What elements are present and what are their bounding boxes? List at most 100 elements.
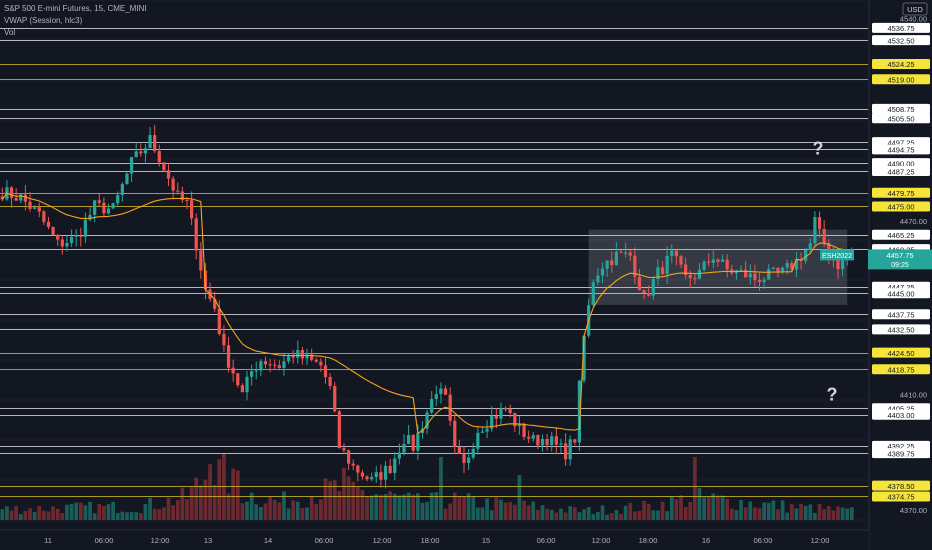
candle-body xyxy=(93,200,97,215)
candle xyxy=(485,419,489,439)
volume-bar xyxy=(476,507,480,520)
candle-body xyxy=(23,194,28,202)
candle xyxy=(19,193,23,204)
candle xyxy=(217,300,221,336)
candle-body xyxy=(840,259,845,270)
candle-body xyxy=(757,279,762,283)
level-tag xyxy=(872,59,930,70)
candle-body xyxy=(199,250,203,271)
candle xyxy=(494,408,498,429)
volume-bar xyxy=(508,501,513,520)
candle xyxy=(656,259,660,286)
candle-body xyxy=(157,151,161,163)
candle-body xyxy=(453,420,457,447)
candle xyxy=(254,361,258,380)
currency-selector[interactable]: USD xyxy=(902,2,928,16)
candle xyxy=(79,227,83,247)
candle xyxy=(125,172,129,185)
candle-body xyxy=(707,261,711,263)
level-tag xyxy=(872,229,930,240)
volume-bar xyxy=(674,499,679,520)
candle-body xyxy=(836,257,840,270)
volume-bar xyxy=(706,496,711,520)
volume-bar xyxy=(18,514,23,520)
candle-body xyxy=(522,423,526,437)
candle-body xyxy=(434,393,438,399)
candle-body xyxy=(790,263,794,270)
volume-bar xyxy=(295,501,300,520)
volume-bar xyxy=(614,509,619,520)
volume-bar xyxy=(194,477,199,520)
candle-body xyxy=(711,259,715,263)
level-tag xyxy=(872,22,930,33)
candle-body xyxy=(582,335,586,381)
candle xyxy=(633,247,637,285)
level-tag-label: 4405.25 xyxy=(887,404,914,413)
candle xyxy=(771,266,775,270)
candle xyxy=(665,246,669,285)
level-tag-label: 4505.50 xyxy=(887,114,914,123)
candle xyxy=(822,220,826,248)
candle xyxy=(333,381,337,413)
candle xyxy=(153,125,157,154)
candle xyxy=(139,143,143,157)
candle xyxy=(245,370,249,401)
candle xyxy=(134,142,138,158)
volume-bar xyxy=(129,511,134,520)
candle xyxy=(476,426,480,455)
candle-body xyxy=(527,436,531,439)
candle-body xyxy=(365,476,369,480)
level-tag xyxy=(872,448,930,459)
candle xyxy=(291,350,295,364)
candle xyxy=(448,387,452,426)
symbol-line: S&P 500 E-mini Futures, 15, CME_MINI xyxy=(4,4,147,13)
time-tick-label: 06:00 xyxy=(315,536,334,545)
volume-bar xyxy=(226,493,231,520)
candle-body xyxy=(286,356,291,362)
volume-bar xyxy=(32,511,37,520)
volume-bar xyxy=(489,510,494,520)
vwap-polyline xyxy=(1,192,852,434)
candle-body xyxy=(536,435,540,446)
volume-bar xyxy=(337,491,342,520)
level-tag-label: 4465.25 xyxy=(887,231,914,240)
level-tag xyxy=(872,347,930,358)
volume-bar xyxy=(660,501,665,520)
candle-body xyxy=(785,263,789,268)
level-tag-label: 4475.00 xyxy=(887,203,914,212)
candle xyxy=(250,364,254,386)
candle-body xyxy=(674,250,679,257)
candle xyxy=(610,251,614,273)
volume-bar xyxy=(466,493,471,520)
candle xyxy=(462,446,466,473)
level-tag-label: 4392.25 xyxy=(887,442,914,451)
candle xyxy=(199,242,203,279)
candle-body xyxy=(19,194,23,201)
candle xyxy=(568,435,572,466)
candle-body xyxy=(296,350,300,358)
volume-bar xyxy=(619,513,623,520)
candle-body xyxy=(383,465,388,480)
level-tag xyxy=(872,480,930,491)
candle xyxy=(508,404,512,418)
volume-bar xyxy=(716,495,720,520)
volume-bar xyxy=(365,496,369,520)
candle xyxy=(129,157,134,183)
volume-bar xyxy=(217,459,222,520)
candle xyxy=(189,191,194,226)
volume-bar xyxy=(185,499,189,520)
candle xyxy=(406,424,411,445)
candle-body xyxy=(226,345,231,368)
candle-body xyxy=(517,423,522,427)
volume-bar xyxy=(291,500,296,520)
candle-body xyxy=(443,388,448,395)
candle xyxy=(600,262,605,284)
question-mark: ? xyxy=(827,385,838,405)
volume-bar xyxy=(286,508,291,520)
candle xyxy=(517,415,522,435)
candle xyxy=(577,380,582,451)
range-box xyxy=(588,229,848,305)
volume-bar xyxy=(443,508,448,520)
candle xyxy=(65,235,69,252)
